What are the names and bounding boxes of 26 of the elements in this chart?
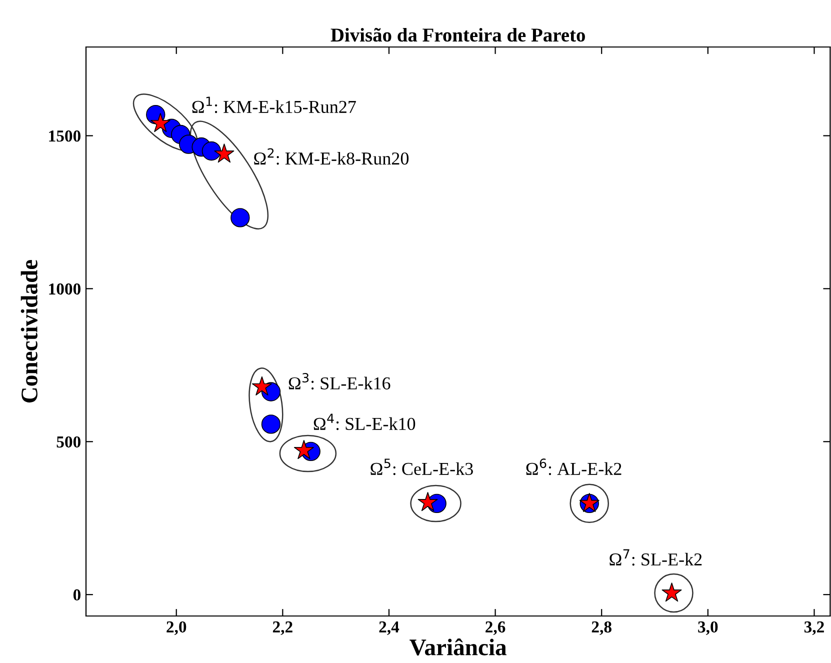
x-tick-label: 3,0 — [698, 621, 718, 636]
annotation: Ω$^{4}$: SL-E-k10 — [314, 414, 416, 430]
annotation: Ω$^{1}$: KM-E-k15-Run27 — [192, 96, 356, 114]
x-tick-label: 2,4 — [379, 621, 400, 636]
x-tick-label: 2,0 — [166, 621, 186, 636]
y-tick-label: 500 — [56, 436, 81, 448]
chart-title: Divisão da Fronteira de Pareto — [330, 28, 585, 42]
point — [261, 414, 281, 434]
x-tick-label: 2,2 — [272, 621, 292, 636]
point — [252, 376, 272, 396]
x-tick-label: 2,6 — [486, 621, 506, 636]
x-tick-label: 2,8 — [592, 621, 612, 636]
annotation: Ω$^{2}$: KM-E-k8-Run20 — [254, 148, 409, 165]
annotation: Ω$^{7}$: SL-E-k2 — [610, 549, 702, 566]
point — [214, 144, 234, 163]
annotation: Ω$^{3}$: SL-E-k16 — [288, 372, 390, 390]
annotation: Ω$^{5}$: CeL-E-k3 — [370, 458, 473, 476]
y-axis-title: Conectividade — [20, 260, 38, 402]
x-axis-title: Variância — [410, 638, 506, 656]
point — [202, 141, 222, 161]
y-tick-label: 1000 — [49, 283, 81, 295]
y-tick-label: 1500 — [49, 130, 81, 142]
annotation: Ω$^{6}$: AL-E-k2 — [526, 458, 622, 476]
point — [230, 208, 250, 228]
y-tick-label: 0 — [73, 589, 81, 601]
x-tick-label: 3,2 — [804, 621, 824, 636]
